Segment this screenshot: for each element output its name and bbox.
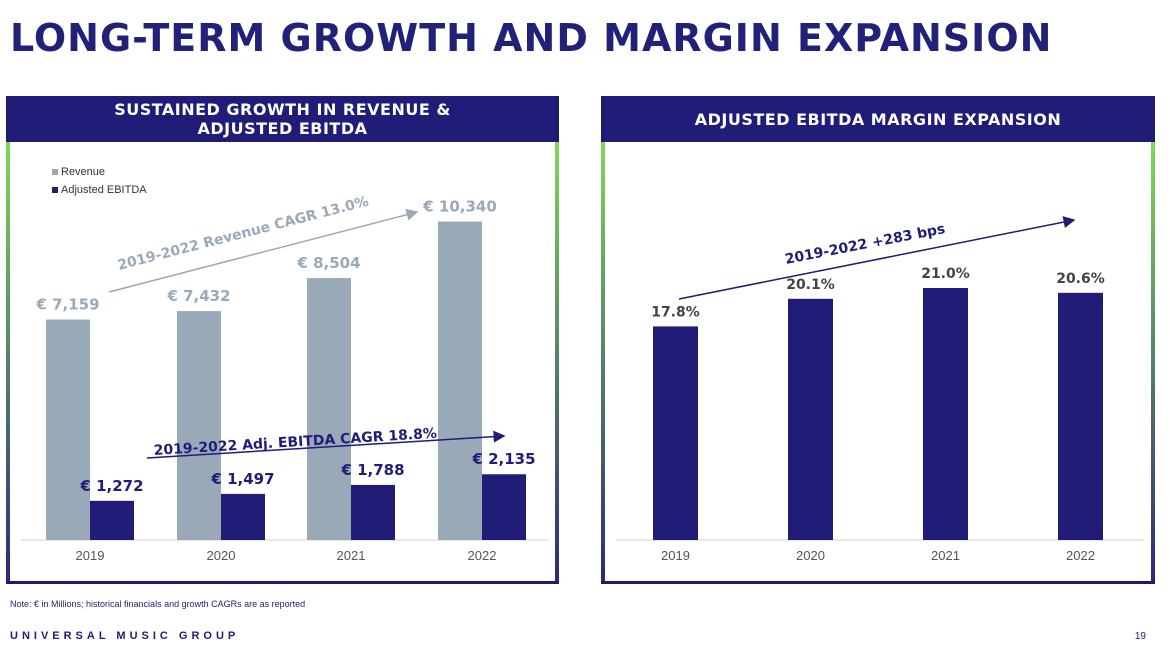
legend-swatch [52,169,58,175]
revenue-bar [307,278,351,540]
ebitda-value-label: € 1,788 [340,461,404,479]
margin-bar [923,288,968,540]
revenue-ebitda-header: SUSTAINED GROWTH IN REVENUE & ADJUSTED E… [9,96,556,142]
left-accent-line [6,142,10,581]
x-tick-label: 2020 [207,548,236,563]
ebitda-value-label: € 1,272 [79,477,143,495]
revenue-value-label: € 7,159 [35,296,99,314]
revenue-bar [438,221,482,540]
header-line-1: SUSTAINED GROWTH IN REVENUE & [114,100,451,119]
margin-value-label: 20.1% [786,277,835,293]
revenue-value-label: € 7,432 [166,287,230,305]
ebitda-bar [90,500,134,540]
revenue-value-label: € 10,340 [422,198,497,216]
x-tick-label: 2019 [76,548,105,563]
legend-label: Adjusted EBITDA [61,184,147,196]
ebitda-value-label: € 1,497 [210,470,274,488]
revenue-cagr-arrow [108,208,419,293]
x-tick-label: 2022 [1066,548,1095,563]
x-tick-label: 2019 [661,548,690,563]
x-tick-label: 2020 [796,548,825,563]
brand-logo-text: UNIVERSAL MUSIC GROUP [10,630,240,642]
ebitda-cagr-arrow [146,430,506,459]
ebitda-bar [351,484,395,540]
header-line-2: ADJUSTED EBITDA [197,119,368,138]
ebitda-bar [221,493,265,540]
page-title: LONG-TERM GROWTH AND MARGIN EXPANSION [10,16,1053,60]
margin-bar [653,326,698,540]
x-tick-label: 2022 [468,548,497,563]
revenue-value-label: € 8,504 [296,254,360,272]
x-tick-label: 2021 [931,548,960,563]
legend-swatch [52,187,58,193]
revenue-ebitda-panel: SUSTAINED GROWTH IN REVENUE & ADJUSTED E… [6,96,559,584]
ebitda-bar [482,474,526,540]
right-accent-line [1151,142,1155,581]
left-accent-line [601,142,605,581]
ebitda-value-label: € 2,135 [471,450,535,468]
margin-value-label: 20.6% [1056,271,1105,287]
legend-label: Revenue [61,166,105,178]
margin-chart: 2019-2022 +283 bps 17.8% 2019 20.1% 2020 21.0… [616,216,1144,563]
margin-panel: ADJUSTED EBITDA MARGIN EXPANSION 2019-20… [601,96,1155,584]
margin-bar [788,298,833,540]
margin-value-label: 17.8% [651,304,700,320]
margin-expansion-annotation: 2019-2022 +283 bps [784,221,947,268]
margin-header: ADJUSTED EBITDA MARGIN EXPANSION [604,96,1152,142]
right-accent-line [555,142,559,581]
revenue-bar [46,319,90,540]
margin-bar [1058,292,1103,540]
page-number: 19 [1134,631,1146,642]
x-tick-label: 2021 [337,548,366,563]
margin-value-label: 21.0% [921,266,970,282]
margin-expansion-arrow [678,216,1076,300]
footnote: Note: € in Millions; historical financia… [10,599,306,609]
revenue-bar [177,311,221,540]
